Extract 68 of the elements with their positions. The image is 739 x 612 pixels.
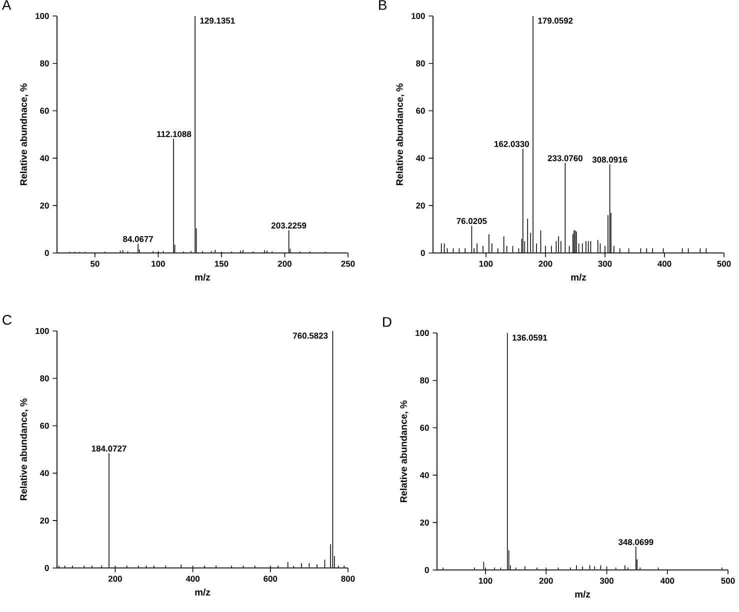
chart-title: A <box>2 0 12 10</box>
y-tick-label: 20 <box>416 202 425 209</box>
x-tick-label: 200 <box>539 578 553 584</box>
y-tick-label: 100 <box>416 330 429 336</box>
x-tick-label: 100 <box>479 260 493 267</box>
y-tick-label: 40 <box>40 470 49 476</box>
annotation: 184.0727 <box>92 446 126 452</box>
y-axis-title: Relative abundance, % <box>400 400 408 502</box>
x-tick-label: 400 <box>660 578 674 584</box>
annotation: 76.0205 <box>456 218 487 224</box>
y-tick-label: 60 <box>40 422 49 429</box>
x-axis-title: m/z <box>571 274 586 281</box>
y-tick-label: 100 <box>412 12 425 19</box>
x-tick-label: 100 <box>478 578 492 584</box>
annotation: 348.0699 <box>618 539 654 546</box>
y-tick-label: 0 <box>420 250 425 256</box>
x-tick-label: 800 <box>341 576 355 582</box>
y-tick-label: 40 <box>416 155 425 162</box>
x-tick-label: 500 <box>717 260 731 267</box>
x-tick-label: 300 <box>598 260 612 267</box>
x-tick-label: 600 <box>264 576 278 582</box>
y-axis-title: Relative abundnace, % <box>20 83 28 186</box>
y-tick-label: 100 <box>36 328 49 334</box>
y-axis-title: Relative abundance, % <box>20 398 28 500</box>
annotation: 162.0330 <box>494 141 529 148</box>
annotation: 179.0592 <box>538 18 573 24</box>
y-tick-label: 100 <box>36 12 49 19</box>
chart-title: C <box>2 314 12 325</box>
y-tick-label: 0 <box>44 250 49 256</box>
annotation: 136.0591 <box>512 334 548 341</box>
y-tick-label: 40 <box>420 472 429 478</box>
x-tick-label: 150 <box>214 260 228 267</box>
x-tick-label: 250 <box>341 260 355 267</box>
x-axis-title: m/z <box>195 588 210 596</box>
x-axis-title: m/z <box>575 590 590 598</box>
x-axis-title: m/z <box>195 274 210 281</box>
y-tick-label: 20 <box>40 202 49 209</box>
x-tick-label: 50 <box>90 260 100 267</box>
y-tick-label: 80 <box>40 375 49 382</box>
y-tick-label: 60 <box>40 108 49 114</box>
y-tick-label: 80 <box>420 377 429 384</box>
chart-title: D <box>383 317 392 327</box>
annotation: 203.2259 <box>271 222 306 229</box>
y-tick-label: 40 <box>40 155 49 162</box>
x-tick-label: 200 <box>108 576 122 582</box>
y-tick-label: 80 <box>40 60 49 66</box>
y-tick-label: 80 <box>416 60 425 66</box>
annotation: 233.0760 <box>548 155 582 162</box>
x-tick-label: 100 <box>152 260 165 267</box>
annotation: 112.1088 <box>157 131 192 138</box>
y-tick-label: 20 <box>40 518 49 524</box>
annotation: 760.5823 <box>293 332 328 339</box>
x-tick-label: 400 <box>658 260 672 267</box>
y-tick-label: 60 <box>416 108 425 114</box>
x-tick-label: 400 <box>186 576 200 582</box>
x-tick-label: 200 <box>278 260 292 267</box>
annotation: 308.0916 <box>592 156 628 163</box>
x-tick-label: 200 <box>538 260 552 267</box>
y-axis-title: Relative abundance, % <box>396 83 404 186</box>
chart-title: B <box>379 0 386 10</box>
y-tick-label: 0 <box>44 564 49 571</box>
annotation: 129.1351 <box>200 18 235 24</box>
y-tick-label: 60 <box>420 424 429 431</box>
annotation: 84.0677 <box>123 236 153 242</box>
x-tick-label: 300 <box>600 578 614 584</box>
y-tick-label: 0 <box>424 566 429 573</box>
y-tick-label: 20 <box>420 520 429 526</box>
x-tick-label: 500 <box>721 578 735 584</box>
